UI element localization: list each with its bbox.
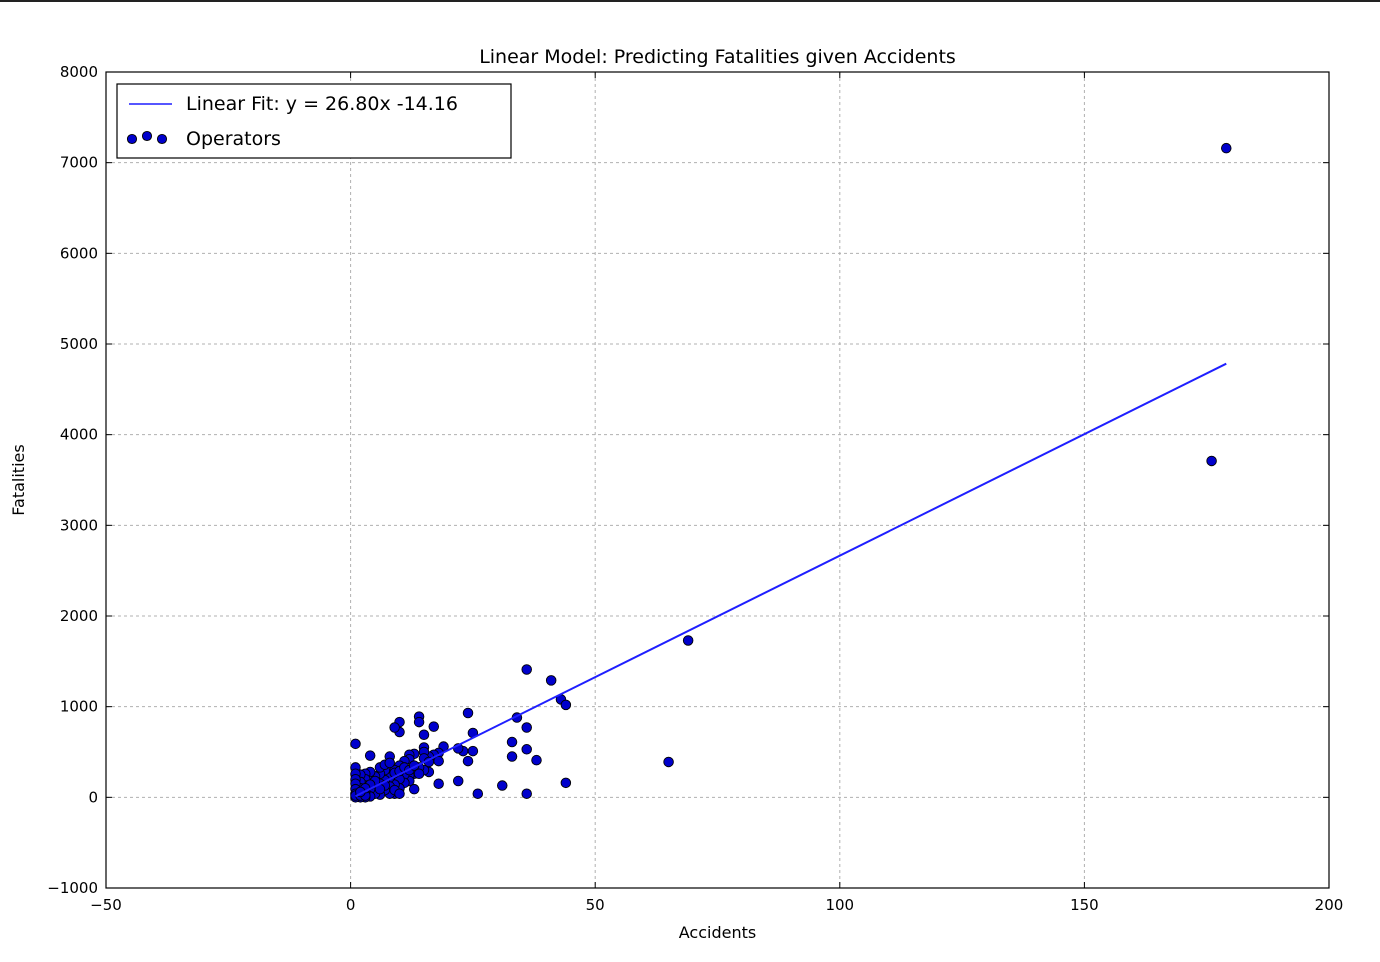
legend-point (156, 133, 168, 145)
scatter-point (394, 788, 405, 799)
y-tick-label: 8000 (60, 63, 98, 81)
scatter-point (350, 738, 361, 750)
scatter-point (428, 721, 440, 732)
x-tick-label: −50 (90, 896, 122, 914)
scatter-point (497, 780, 508, 791)
x-tick-label: 50 (586, 896, 605, 914)
y-tick-label: 3000 (60, 516, 98, 534)
scatter-point (418, 729, 430, 741)
scatter-point (545, 675, 557, 686)
scatter-point (389, 722, 400, 733)
y-tick-label: −1000 (47, 879, 98, 897)
legend-fit-label: Linear Fit: y = 26.80x -14.16 (186, 93, 458, 115)
y-axis-title: Fatalities (9, 444, 28, 515)
scatter-point (467, 745, 479, 757)
x-tick-label: 150 (1070, 896, 1099, 914)
scatter-point (384, 757, 395, 769)
scatter-point (521, 664, 532, 675)
scatter-point (521, 722, 532, 733)
grid (105, 71, 1330, 889)
x-tick-label: 100 (825, 896, 854, 914)
legend-point (141, 130, 153, 142)
chart-title: Linear Model: Predicting Fatalities give… (479, 46, 956, 68)
legend-operators-label: Operators (186, 128, 281, 150)
x-axis-title: Accidents (679, 923, 756, 942)
scatter-point (462, 755, 474, 767)
top-border (0, 0, 1380, 2)
scatter-point (413, 768, 425, 780)
legend-box (116, 83, 512, 159)
y-tick-label: 5000 (60, 335, 98, 353)
y-tick-label: 2000 (60, 607, 98, 625)
x-tick-label: 200 (1315, 896, 1344, 914)
points-layer (350, 142, 1232, 803)
scatter-point (472, 788, 484, 799)
y-tick-label: 7000 (60, 154, 98, 172)
scatter-point (433, 755, 444, 767)
scatter-point (531, 754, 542, 766)
scatter-point (408, 783, 420, 795)
scatter-point (1221, 142, 1232, 154)
scatter-point (433, 778, 444, 789)
scatter-point (682, 635, 694, 646)
scatter-point (560, 777, 572, 789)
ticks: −50 0 50 100 150 200 −1000 0 1000 2000 3000 4000 500… (47, 63, 1343, 914)
x-tick-label: 0 (346, 896, 356, 914)
scatter-point (364, 750, 376, 761)
scatter-point (462, 707, 474, 719)
scatter-point (521, 744, 532, 755)
legend: Linear Fit: y = 26.80x -14.16 Operators (116, 83, 512, 159)
scatter-point (663, 756, 674, 768)
scatter-point (1206, 455, 1217, 467)
scatter-point (506, 736, 518, 748)
scatter-point (413, 716, 425, 728)
legend-operators-swatch (126, 130, 168, 145)
fit-line-layer (355, 362, 1227, 798)
plot-frame (105, 71, 1330, 889)
scatter-point (560, 699, 572, 711)
scatter-point (506, 751, 518, 762)
y-tick-label: 0 (88, 788, 98, 806)
y-tick-label: 1000 (60, 698, 98, 716)
y-tick-label: 4000 (60, 426, 98, 444)
legend-point (126, 133, 138, 145)
scatter-point (521, 788, 532, 799)
y-tick-label: 6000 (60, 244, 98, 262)
scatter-point (452, 775, 464, 787)
fit-line (355, 362, 1227, 798)
